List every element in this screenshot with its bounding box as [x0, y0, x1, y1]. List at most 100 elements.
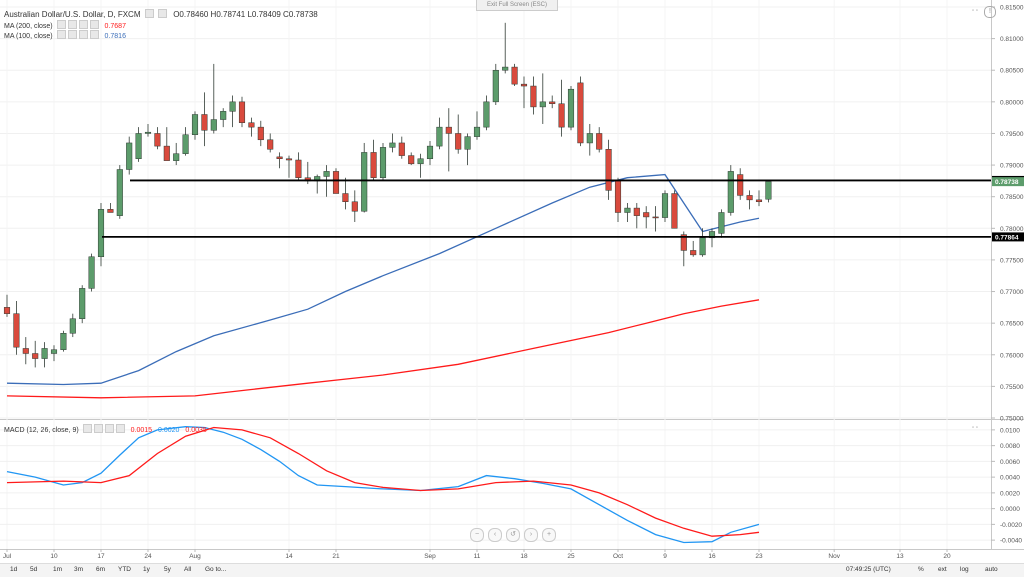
clock[interactable]: 07:49:25 (UTC): [846, 566, 891, 573]
candle-body: [398, 142, 405, 156]
main-pane-buttons[interactable]: ▫ ▫: [972, 8, 990, 16]
scroll-left-icon[interactable]: ‹: [488, 528, 502, 542]
price-tick-label: 0.79000: [1000, 163, 1024, 170]
ma100-format-icon[interactable]: [67, 30, 77, 39]
macd-pane-minimize-icon[interactable]: ▫: [975, 425, 978, 431]
time-tick-label: 25: [567, 553, 575, 560]
candle: [577, 76, 584, 147]
percent-toggle[interactable]: %: [918, 566, 924, 573]
candle: [586, 123, 593, 156]
pane-maximize-icon[interactable]: ▫: [972, 8, 975, 14]
time-tick-label: 13: [896, 553, 904, 560]
zoom-out-icon[interactable]: −: [470, 528, 484, 542]
candle: [671, 190, 678, 229]
macd-axis[interactable]: 0.0100 0.0080 0.0060 0.0040 0.0020 0.0000 -0.0…: [991, 427, 1022, 545]
candle: [361, 142, 368, 213]
candle: [520, 76, 528, 109]
ma100-remove-icon[interactable]: [89, 30, 99, 39]
ma200-settings-icon[interactable]: [56, 20, 66, 29]
candle: [436, 117, 443, 150]
candle: [643, 206, 650, 229]
macd-format-icon[interactable]: [93, 424, 103, 433]
chart-navigation: − ‹ ↺ › +: [470, 528, 560, 542]
time-axis[interactable]: Jul 10 17 24 Aug 14 21 Sep 11 18 25 Oct 9 16 23 Nov 13 20: [3, 549, 951, 560]
ma100-label: MA (100, close): [4, 33, 53, 40]
candle: [116, 165, 123, 219]
ma100-hide-icon[interactable]: [78, 30, 88, 39]
candle-body: [661, 193, 669, 218]
ext-toggle[interactable]: ext: [938, 566, 947, 573]
macd-tick-label: 0.0080: [1000, 443, 1020, 450]
candle-body: [389, 142, 396, 148]
candle: [567, 86, 575, 131]
ma100-settings-icon[interactable]: [56, 30, 66, 39]
auto-toggle[interactable]: auto: [985, 566, 998, 573]
candle-body: [41, 348, 48, 359]
timeframe-5y[interactable]: 5y: [164, 566, 171, 573]
legend-hide-icon[interactable]: [157, 9, 167, 18]
macd-pane-maximize-icon[interactable]: ▫: [972, 425, 975, 431]
candle-body: [737, 174, 744, 196]
candle-body: [549, 101, 556, 104]
candle: [41, 342, 48, 368]
macd-pane-buttons[interactable]: ▫ ▫: [972, 425, 990, 433]
candle: [558, 79, 565, 137]
timeframe-all[interactable]: All: [184, 566, 192, 573]
timeframe-1d[interactable]: 1d: [10, 566, 18, 573]
price-tick-label: 0.80500: [1000, 68, 1024, 75]
time-tick-label: 10: [50, 553, 58, 560]
candle: [624, 203, 631, 222]
candle-body: [295, 159, 302, 178]
ma200-hide-icon[interactable]: [78, 20, 88, 29]
candle-body: [116, 169, 123, 216]
price-axis[interactable]: 0.81500 0.81000 0.80500 0.80000 0.79500 0.790…: [991, 5, 1024, 423]
timeframe-6m[interactable]: 6m: [96, 566, 106, 573]
ma200-remove-icon[interactable]: [89, 20, 99, 29]
candle-body: [3, 307, 11, 314]
candle: [502, 22, 509, 74]
log-toggle[interactable]: log: [960, 566, 969, 573]
candle: [69, 313, 76, 338]
scroll-right-icon[interactable]: ›: [524, 528, 538, 542]
candle-body: [455, 133, 462, 150]
candle: [737, 168, 744, 200]
macd-grid: [0, 429, 991, 541]
candle-body: [671, 193, 678, 229]
time-tick-label: 9: [663, 553, 667, 560]
price-tick-label: 0.75500: [1000, 384, 1024, 391]
candle-body: [361, 152, 368, 212]
goto-button[interactable]: Go to...: [205, 566, 227, 573]
macd-hide-icon[interactable]: [104, 424, 114, 433]
candle-body: [79, 288, 86, 319]
candle: [248, 117, 255, 137]
zoom-in-icon[interactable]: +: [542, 528, 556, 542]
timeframe-1y[interactable]: 1y: [143, 566, 150, 573]
time-tick-label: 14: [285, 553, 293, 560]
candle: [652, 206, 659, 232]
macd-remove-icon[interactable]: [115, 424, 125, 433]
horizontal-lines[interactable]: [102, 179, 991, 238]
legend-settings-icon[interactable]: [144, 9, 154, 18]
price-tick-label: 0.76500: [1000, 321, 1024, 328]
timeframe-ytd[interactable]: YTD: [118, 566, 131, 573]
candle: [32, 340, 39, 368]
chart-canvas[interactable]: 0.81500 0.81000 0.80500 0.80000 0.79500 0.790…: [0, 0, 1024, 563]
time-tick-label: Nov: [828, 553, 840, 560]
pane-minimize-icon[interactable]: ▫: [975, 8, 978, 14]
candle-body: [163, 145, 170, 161]
exit-fullscreen-button[interactable]: Exit Full Screen (ESC): [476, 0, 558, 11]
symbol-title: Australian Dollar/U.S. Dollar, D, FXCM: [4, 10, 141, 19]
timeframe-1m[interactable]: 1m: [53, 566, 63, 573]
timeframe-5d[interactable]: 5d: [30, 566, 38, 573]
info-icon[interactable]: !: [984, 6, 996, 18]
time-tick-label: 18: [520, 553, 528, 560]
timeframe-3m[interactable]: 3m: [74, 566, 84, 573]
candle: [351, 190, 358, 222]
time-tick-label: Aug: [189, 553, 201, 560]
macd-settings-icon[interactable]: [82, 424, 92, 433]
ma200-format-icon[interactable]: [67, 20, 77, 29]
candle: [276, 152, 283, 169]
candle-body: [144, 131, 152, 134]
candle: [13, 301, 20, 355]
reset-icon[interactable]: ↺: [506, 528, 520, 542]
